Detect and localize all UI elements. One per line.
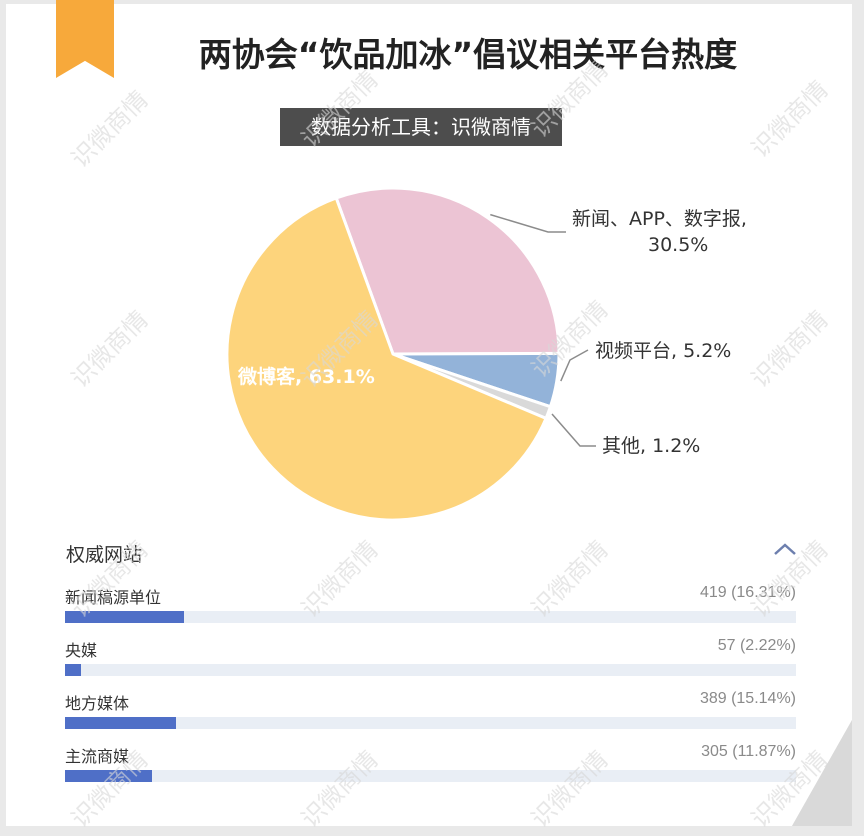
section-title-authoritative-sites: 权威网站	[66, 544, 143, 566]
bar-track	[65, 717, 796, 729]
bar-fill	[65, 717, 176, 729]
bar-fill	[65, 770, 152, 782]
bar-rows: 新闻稿源单位 419 (16.31%) 央媒 57 (2.22%) 地方媒体 389 (1…	[65, 584, 796, 796]
bar-row: 新闻稿源单位 419 (16.31%)	[65, 584, 796, 637]
bar-track	[65, 611, 796, 623]
bar-value: 57 (2.22%)	[717, 637, 796, 654]
pie-slice-news-app	[334, 186, 561, 356]
bar-label: 央媒	[65, 641, 98, 660]
bar-label: 地方媒体	[65, 694, 130, 713]
pie-labels: 新闻、APP、数字报, 30.5% 视频平台, 5.2% 其他, 1.2% 微博…	[237, 208, 747, 457]
pie-label-weibo: 微博客, 63.1%	[237, 365, 375, 388]
bar-track	[65, 770, 796, 782]
bar-row: 主流商媒 305 (11.87%)	[65, 743, 796, 796]
pie-leader-line	[490, 213, 566, 233]
subtitle-badge: 数据分析工具：识微商情	[280, 108, 562, 146]
chevron-up-icon[interactable]	[772, 540, 798, 558]
pie-leader-lines	[490, 213, 596, 447]
bar-value: 305 (11.87%)	[701, 743, 796, 760]
pie-label-news-app: 新闻、APP、数字报,	[572, 208, 747, 230]
pie-slice-weibo	[225, 196, 548, 522]
pie-chart: 新闻、APP、数字报, 30.5% 视频平台, 5.2% 其他, 1.2% 微博…	[225, 186, 747, 522]
bar-track	[65, 664, 796, 676]
pie-label-other: 其他, 1.2%	[602, 435, 700, 457]
bar-row: 地方媒体 389 (15.14%)	[65, 690, 796, 743]
pie-label-video: 视频平台, 5.2%	[595, 340, 731, 362]
bar-value: 419 (16.31%)	[699, 584, 796, 601]
chart-title: 两协会“饮品加冰”倡议相关平台热度	[198, 35, 738, 74]
pie-leader-line	[551, 413, 596, 447]
bar-value: 389 (15.14%)	[699, 690, 796, 707]
bar-row: 央媒 57 (2.22%)	[65, 637, 796, 690]
pie-slices	[225, 186, 561, 522]
pie-label-news-app-value: 30.5%	[648, 234, 708, 256]
bar-label: 主流商媒	[65, 747, 130, 766]
bar-fill	[65, 611, 185, 623]
bar-fill	[65, 664, 82, 676]
pie-leader-line	[560, 349, 589, 382]
bar-label: 新闻稿源单位	[65, 588, 162, 607]
